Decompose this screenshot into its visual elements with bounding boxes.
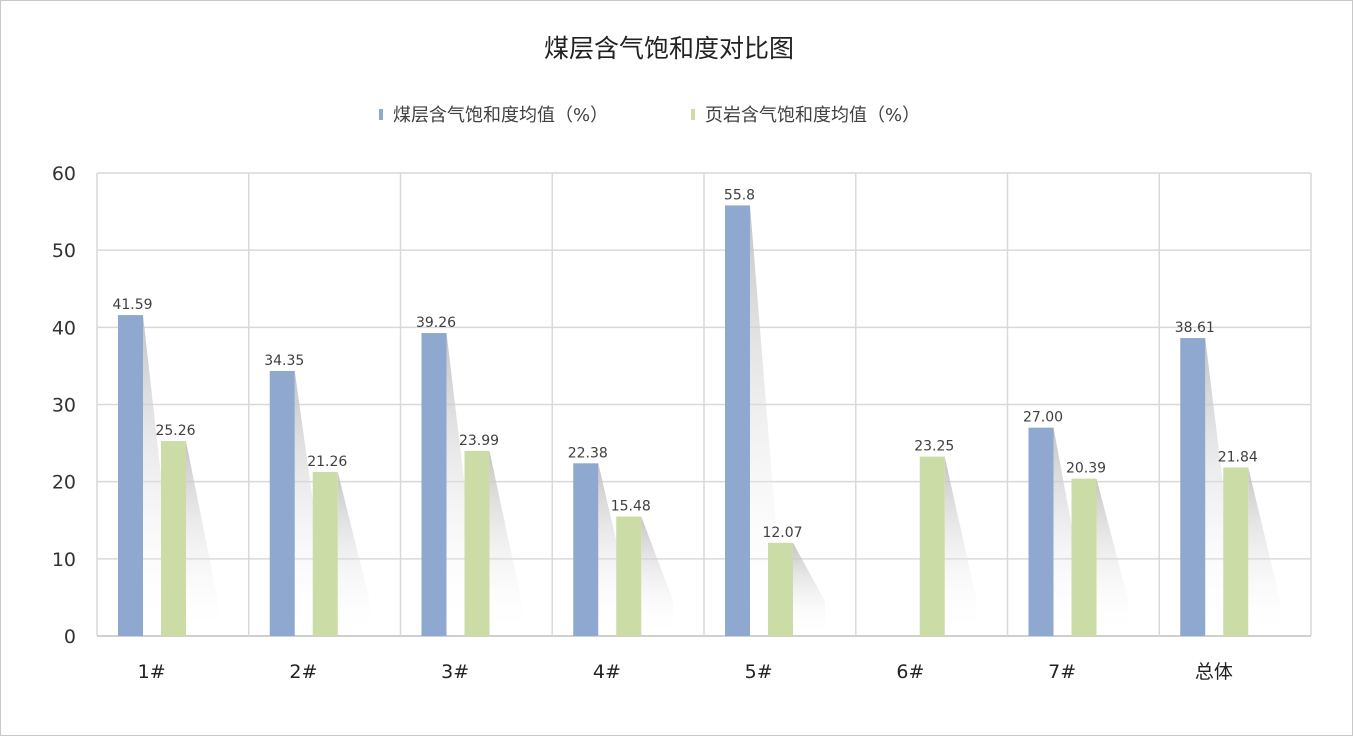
data-label: 25.26	[155, 423, 195, 439]
bar-shale	[616, 516, 642, 636]
bar-coal	[725, 205, 750, 636]
bar-shale	[919, 456, 945, 636]
legend-swatch	[691, 109, 695, 120]
bar-shadow	[750, 205, 782, 636]
bars: 41.59 34.35 39.26 22.38 55.8 27.00 38.61 25.26 2…	[112, 187, 1281, 636]
data-label: 34.35	[264, 353, 304, 369]
data-label: 38.61	[1175, 320, 1215, 336]
legend: 煤层含气饱和度均值（%） 页岩含气饱和度均值（%）	[379, 105, 920, 126]
bar-coal	[269, 370, 295, 636]
bar-shale	[464, 450, 490, 636]
legend-label: 页岩含气饱和度均值（%）	[705, 105, 920, 126]
bar-shale	[1223, 467, 1249, 636]
y-axis: 0 10 20 30 40 50 60	[52, 163, 76, 648]
data-label: 20.39	[1066, 461, 1106, 477]
bar-shadow	[944, 456, 977, 636]
y-tick-label: 20	[52, 472, 76, 494]
x-tick-label: 1#	[138, 661, 166, 683]
x-axis: 1# 2# 3# 4# 5# 6# 7# 总体	[138, 661, 1233, 683]
x-tick-label: 3#	[441, 661, 469, 683]
y-tick-label: 40	[52, 317, 76, 339]
x-tick-label: 2#	[289, 661, 317, 683]
y-tick-label: 60	[52, 163, 76, 185]
bar-shadow	[337, 471, 370, 636]
bar-shale	[1071, 478, 1097, 636]
bar-coal	[118, 315, 143, 636]
y-tick-label: 0	[64, 626, 76, 648]
x-tick-label: 6#	[896, 661, 924, 683]
bar-shadow	[1248, 467, 1281, 636]
data-label: 22.38	[568, 445, 608, 461]
bar-shale	[312, 471, 338, 636]
bar-shadow	[1096, 478, 1129, 636]
data-label: 15.48	[611, 499, 651, 515]
y-tick-label: 50	[52, 240, 76, 262]
bar-shale	[161, 441, 186, 636]
legend-label: 煤层含气饱和度均值（%）	[393, 105, 608, 126]
bar-shadow	[186, 441, 218, 636]
x-tick-label: 5#	[745, 661, 773, 683]
chart-title: 煤层含气饱和度对比图	[544, 34, 794, 63]
bar-coal	[1180, 338, 1206, 636]
data-label: 23.25	[914, 439, 954, 455]
bar-shadow	[641, 516, 674, 636]
legend-swatch	[379, 109, 383, 120]
bar-shale	[768, 542, 793, 636]
x-tick-label: 总体	[1195, 661, 1233, 683]
data-label: 27.00	[1023, 410, 1063, 426]
y-tick-label: 30	[52, 395, 76, 417]
bar-coal	[1028, 427, 1054, 636]
data-label: 23.99	[459, 433, 499, 449]
bar-coal	[421, 333, 447, 636]
x-tick-label: 7#	[1048, 661, 1076, 683]
data-label: 21.26	[307, 454, 347, 470]
data-label: 12.07	[762, 525, 802, 541]
bar-shadow	[793, 542, 825, 636]
bar-coal	[573, 463, 599, 636]
data-label: 55.8	[724, 187, 755, 203]
x-tick-label: 4#	[593, 661, 621, 683]
y-tick-label: 10	[52, 549, 76, 571]
bar-shadow	[489, 450, 522, 636]
data-label: 41.59	[112, 297, 152, 313]
data-label: 21.84	[1218, 449, 1258, 465]
data-label: 39.26	[416, 315, 456, 331]
